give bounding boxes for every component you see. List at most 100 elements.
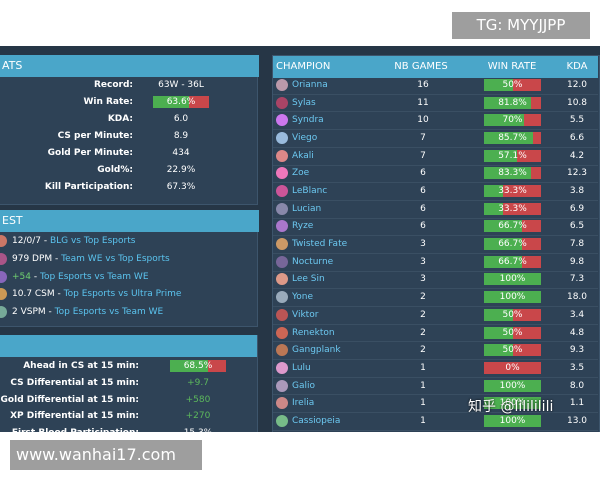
champion-name[interactable]: Viego	[292, 133, 318, 144]
table-header-bg	[273, 56, 598, 78]
champion-icon	[276, 361, 288, 374]
row-divider	[273, 429, 598, 431]
best-row: 12/0/7 - BLG vs Top Esports	[12, 234, 135, 248]
early-label: First Blood Participation:	[12, 426, 139, 432]
stat-label: Win Rate:	[83, 97, 133, 107]
column-header[interactable]: WIN RATE	[487, 61, 537, 72]
bar-fill	[484, 114, 524, 127]
row-divider	[273, 305, 598, 307]
table-box	[272, 55, 600, 432]
kda: 6.9	[569, 203, 585, 214]
champion-icon	[276, 96, 288, 109]
stat-label: Record:	[93, 80, 133, 90]
games: 6	[420, 221, 426, 232]
bar-label: 57.1%	[498, 150, 527, 161]
champion-icon	[276, 167, 288, 180]
kda: 4.2	[569, 150, 585, 161]
win-rate-bar: 100%	[484, 379, 541, 392]
champion-icon	[276, 238, 288, 251]
champion-name[interactable]: Gangplank	[292, 345, 341, 356]
kda: 3.4	[569, 309, 585, 320]
bar-fill	[484, 273, 541, 286]
champion-name[interactable]: Lulu	[292, 362, 311, 373]
row-divider	[273, 199, 598, 201]
bar-fill	[484, 202, 503, 215]
kda: 13.0	[566, 415, 588, 426]
champion-name[interactable]: Cassiopeia	[292, 415, 341, 426]
bar-fill	[484, 149, 517, 162]
champion-icon	[276, 185, 288, 198]
match-link[interactable]: BLG vs Top Esports	[49, 236, 136, 246]
bar-label: 50%	[502, 327, 523, 338]
champion-name[interactable]: Yone	[292, 292, 314, 303]
bar-fill	[484, 379, 541, 392]
champion-icon	[276, 149, 288, 162]
champion-name[interactable]: Viktor	[292, 309, 319, 320]
early-label: XP Differential at 15 min:	[10, 411, 139, 422]
match-link[interactable]: Top Esports vs Team WE	[39, 271, 149, 282]
bar-fill	[484, 220, 523, 233]
champion-name[interactable]: Lee Sin	[292, 274, 325, 285]
win-rate-bar: 33.3%	[484, 202, 541, 215]
win-rate-bar: 57.1%	[484, 149, 541, 162]
bar-label: 50%	[502, 345, 523, 356]
champion-name[interactable]: Ryze	[292, 221, 314, 232]
stat-value: 434	[172, 148, 190, 158]
champion-name[interactable]: Orianna	[292, 80, 328, 90]
champion-name[interactable]: Akali	[292, 150, 314, 161]
match-icon	[0, 235, 7, 247]
early-label: Ahead in CS at 15 min:	[23, 361, 139, 371]
bar-label: 66.7%	[498, 239, 527, 250]
bar-fill	[484, 255, 523, 268]
bar-label: 100%	[499, 415, 526, 426]
best-stat: 12/0/7	[12, 236, 41, 246]
champion-icon	[276, 308, 288, 321]
champion-name[interactable]: Syndra	[292, 115, 324, 126]
bar-fill	[484, 308, 513, 321]
bar-label: 63.6%	[166, 97, 196, 107]
champion-icon	[276, 79, 288, 91]
champion-name[interactable]: Sylas	[292, 97, 316, 108]
champion-name[interactable]: Twisted Fate	[292, 239, 348, 250]
separator: -	[31, 271, 40, 282]
column-header[interactable]: NB GAMES	[394, 61, 448, 72]
watermark-zhihu: 知乎 @lilililili	[468, 399, 554, 415]
win-rate-bar: 66.7%	[484, 220, 541, 233]
row-divider	[273, 146, 598, 148]
champion-name[interactable]: Galio	[292, 380, 315, 391]
match-icon	[0, 288, 7, 301]
games: 6	[420, 168, 426, 179]
stat-label: Gold%:	[97, 165, 133, 175]
champion-name[interactable]: Zoe	[292, 168, 310, 179]
champion-name[interactable]: LeBlanc	[292, 186, 328, 197]
games: 1	[420, 362, 426, 373]
bar-label: 100%	[499, 380, 526, 391]
bar-fill	[484, 414, 541, 427]
win-rate-bar: 0%	[484, 361, 541, 374]
match-link[interactable]: Top Esports vs Ultra Prime	[63, 289, 182, 300]
best-stat: 979 DPM	[12, 253, 53, 264]
column-header[interactable]: CHAMPION	[276, 61, 331, 72]
games: 7	[420, 150, 426, 161]
bar-label: 83.3%	[498, 168, 527, 179]
games: 1	[420, 380, 426, 391]
games: 3	[420, 239, 426, 250]
win-rate-bar: 83.3%	[484, 167, 541, 180]
champion-name[interactable]: Lucian	[292, 203, 322, 214]
win-rate-bar: 50%	[484, 344, 541, 357]
bar-label: 33.3%	[498, 186, 527, 197]
match-link[interactable]: Top Esports vs Team WE	[54, 307, 164, 318]
match-link[interactable]: Team WE vs Top Esports	[61, 253, 170, 264]
watermark-top: TG: MYYJJPP	[452, 12, 590, 39]
bar-fill	[170, 360, 209, 372]
champion-name[interactable]: Irelia	[292, 398, 315, 409]
champion-name[interactable]: Renekton	[292, 327, 335, 338]
bar-label: 50%	[502, 309, 523, 320]
stats-panel: ATS EST Record: 63W - 36L Win Rate: 63.6% KDA:…	[0, 46, 600, 432]
column-header[interactable]: KDA	[566, 61, 588, 72]
bar-fill	[484, 326, 513, 339]
champion-icon	[276, 273, 288, 286]
bar-fill	[484, 132, 533, 145]
champion-name[interactable]: Nocturne	[292, 256, 334, 267]
row-divider	[273, 252, 598, 254]
